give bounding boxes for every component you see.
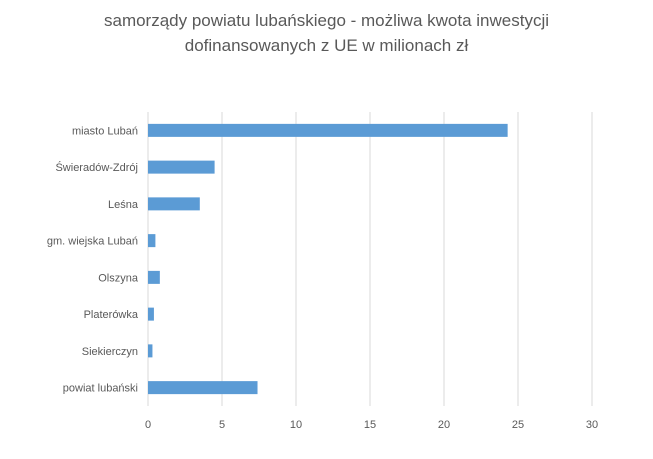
category-label: miasto Lubań [72, 125, 138, 137]
x-tick-label: 25 [512, 419, 524, 431]
x-tick-label: 10 [290, 419, 302, 431]
chart-title-line-2: dofinansowanych z UE w milionach zł [184, 36, 469, 55]
bar [148, 307, 154, 321]
bar [148, 234, 156, 248]
x-tick-label: 15 [364, 419, 376, 431]
x-tick-label: 20 [438, 419, 450, 431]
chart-title-line-1: samorządy powiatu lubańskiego - możliwa … [103, 11, 550, 30]
x-tick-label: 5 [219, 419, 225, 431]
x-tick-label: 0 [145, 419, 151, 431]
bar [148, 270, 160, 284]
bar [148, 123, 508, 137]
bar [148, 197, 200, 211]
chart-title: samorządy powiatu lubańskiego - możliwa … [0, 8, 653, 58]
category-label: Platerówka [84, 309, 139, 321]
category-label: Świeradów-Zdrój [55, 161, 138, 174]
bar [148, 344, 153, 358]
bar [148, 160, 215, 174]
x-tick-labels: 0 5 10 15 20 25 30 [145, 419, 598, 431]
x-tick-label: 30 [586, 419, 598, 431]
category-labels: miasto Lubań Świeradów-Zdrój Leśna gm. wiej… [47, 125, 139, 394]
bar [148, 381, 258, 395]
category-label: Siekierczyn [82, 346, 138, 358]
bars [148, 123, 508, 395]
category-label: powiat lubański [63, 383, 138, 395]
grid-lines [147, 112, 593, 406]
category-label: Olszyna [98, 272, 139, 284]
category-label: gm. wiejska Lubań [47, 236, 138, 248]
category-label: Leśna [108, 199, 139, 211]
